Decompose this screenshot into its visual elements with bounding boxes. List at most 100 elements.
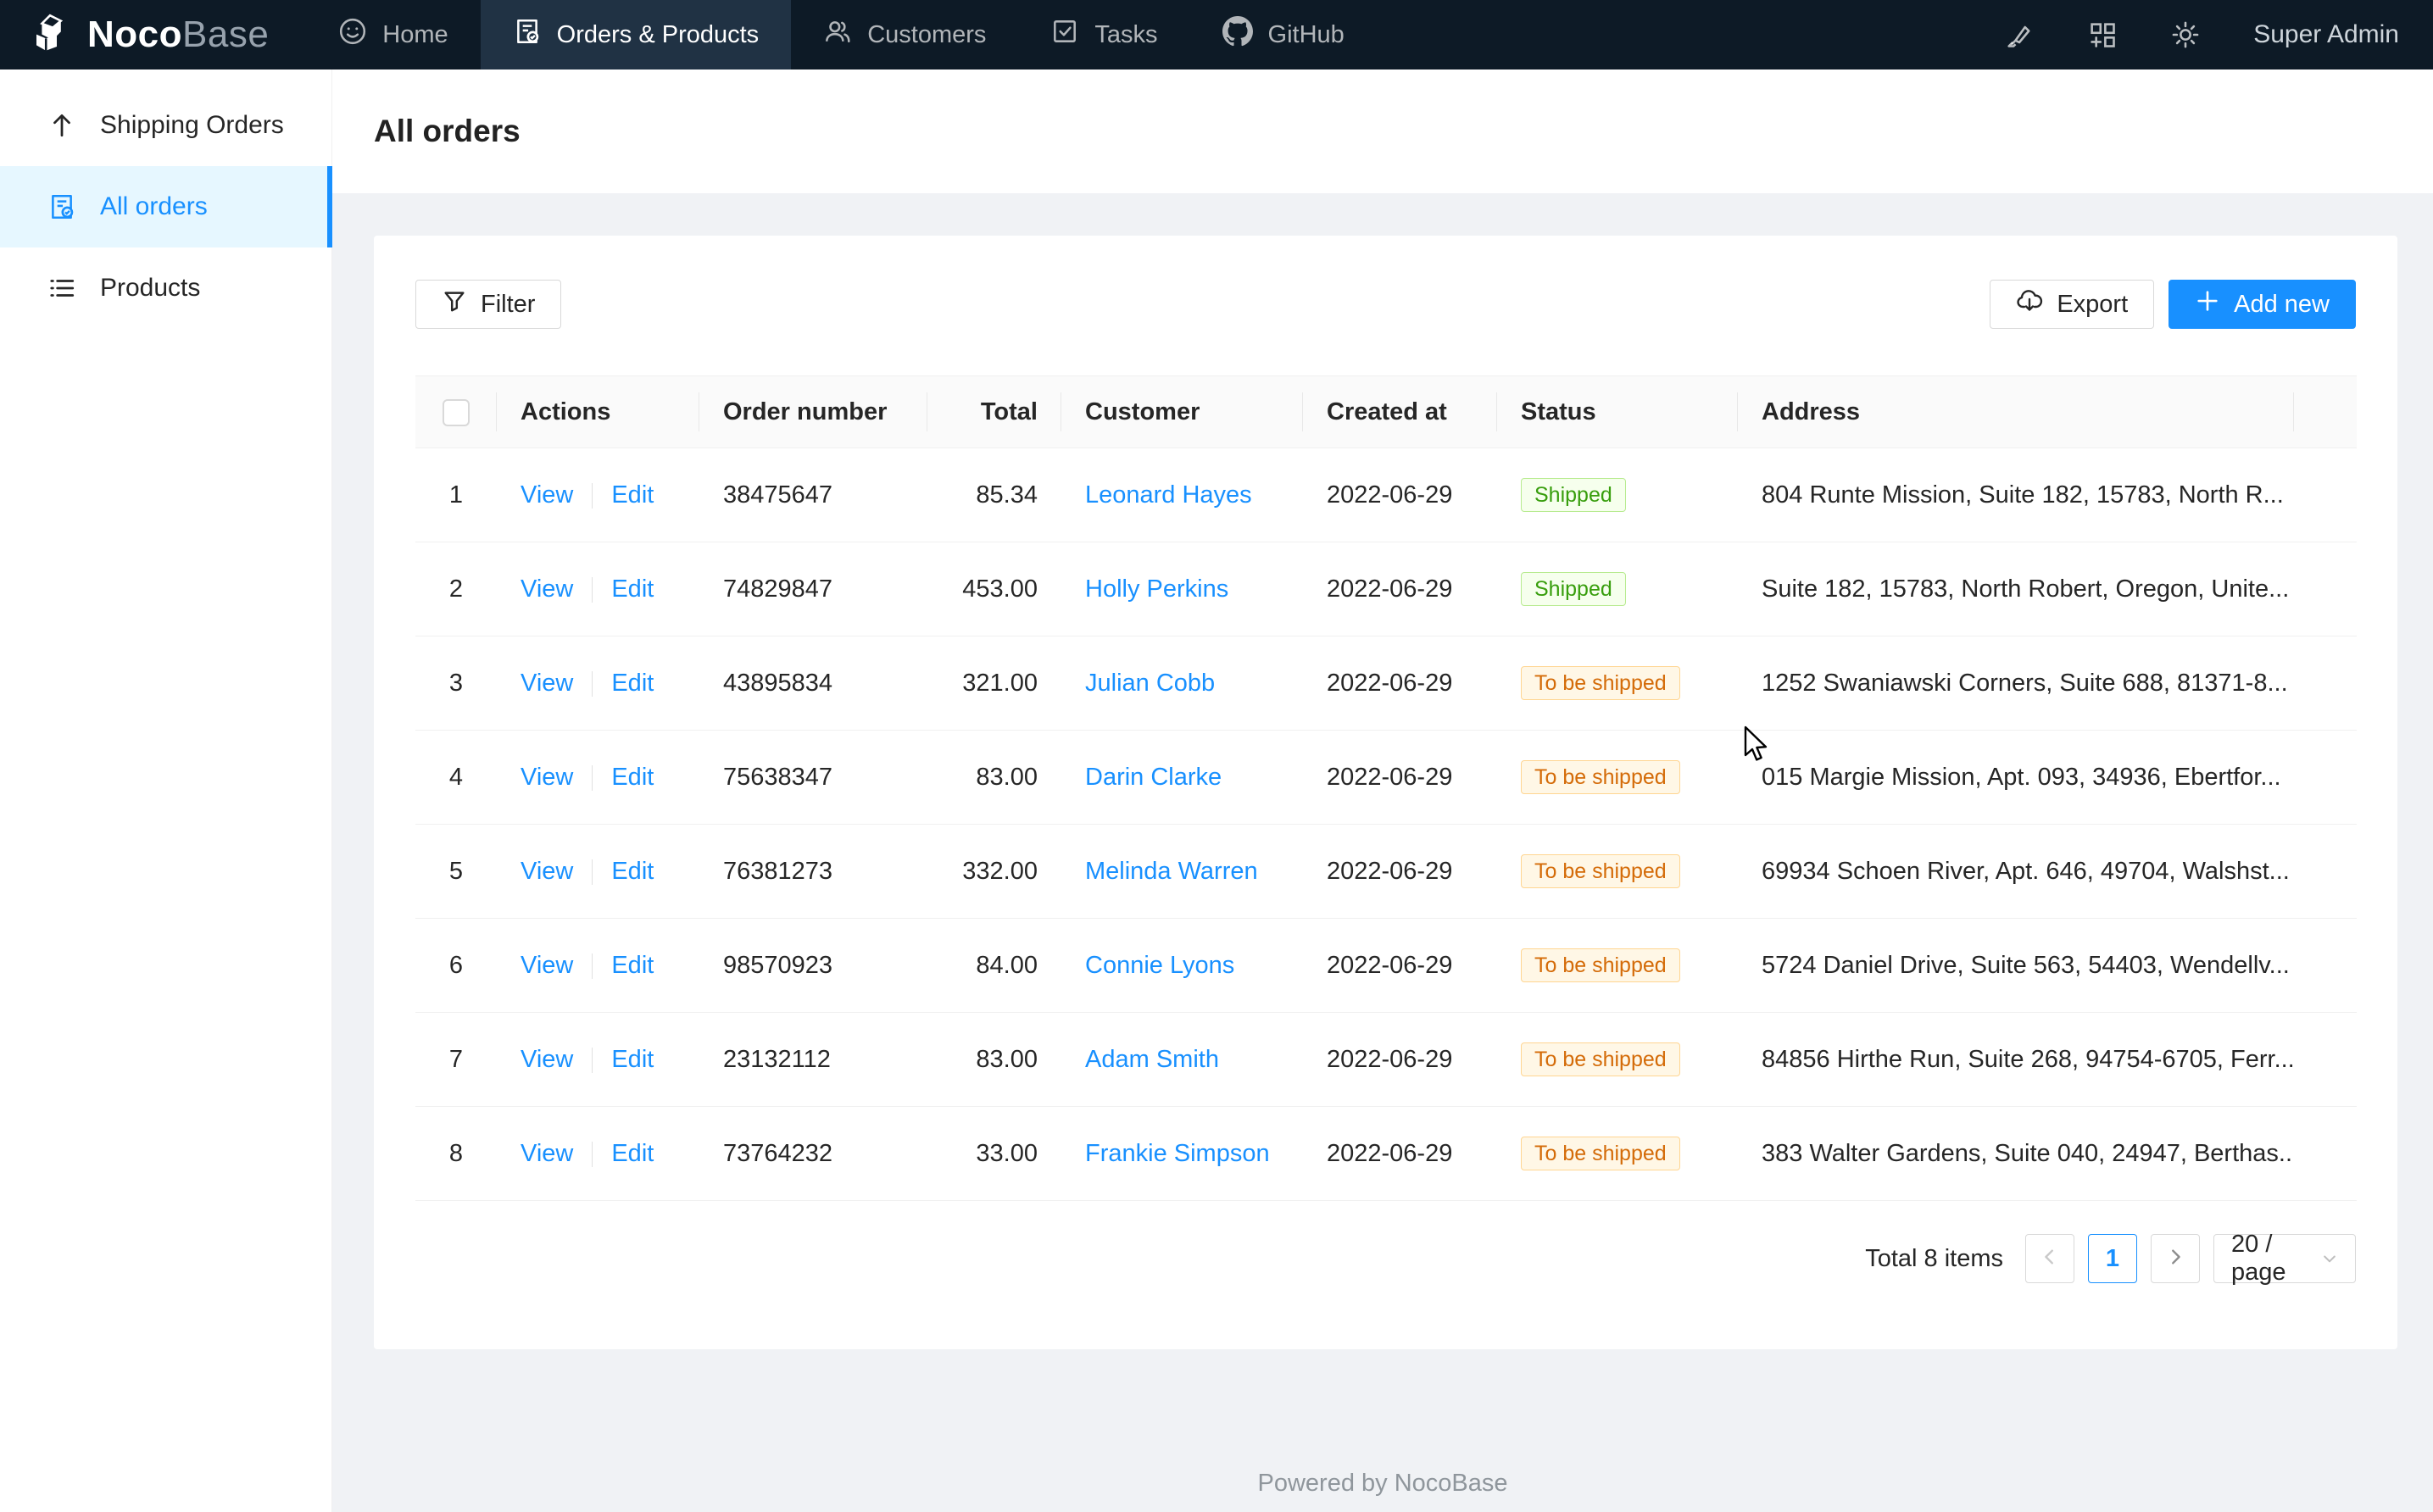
edit-link[interactable]: Edit <box>611 857 654 885</box>
customer-cell: Julian Cobb <box>1061 636 1303 731</box>
created-at-cell: 2022-06-29 <box>1303 730 1497 825</box>
table-row: 8 View Edit 73764232 33.00 Frankie Simpso… <box>415 1106 2357 1201</box>
add-new-button[interactable]: Add new <box>2169 280 2356 329</box>
customer-link[interactable]: Connie Lyons <box>1085 951 1235 979</box>
view-link[interactable]: View <box>521 857 574 885</box>
table-row: 2 View Edit 74829847 453.00 Holly Perkins… <box>415 542 2357 636</box>
created-at-cell: 2022-06-29 <box>1303 1012 1497 1107</box>
nav-item-home[interactable]: Home <box>306 0 480 69</box>
edit-link[interactable]: Edit <box>611 1045 654 1073</box>
customer-cell: Holly Perkins <box>1061 542 1303 636</box>
customer-link[interactable]: Julian Cobb <box>1085 669 1216 697</box>
row-index: 7 <box>415 1012 497 1107</box>
stub-cell <box>2294 636 2357 731</box>
smile-icon <box>338 17 367 53</box>
view-link[interactable]: View <box>521 481 574 509</box>
column-header-address: Address <box>1738 375 2294 448</box>
row-index: 2 <box>415 542 497 636</box>
row-actions: View Edit <box>497 730 699 825</box>
filter-funnel-icon <box>442 288 467 320</box>
status-cell: Shipped <box>1497 447 1738 542</box>
customer-cell: Leonard Hayes <box>1061 447 1303 542</box>
pagination-next-button[interactable] <box>2151 1234 2200 1283</box>
sidebar-item-shipping-orders[interactable]: Shipping Orders <box>0 85 331 166</box>
nav-item-github[interactable]: GitHub <box>1190 0 1377 69</box>
customer-link[interactable]: Holly Perkins <box>1085 575 1229 603</box>
order-number-cell: 98570923 <box>699 918 927 1013</box>
nav-item-orders-products[interactable]: Orders & Products <box>480 0 792 69</box>
row-index: 8 <box>415 1106 497 1201</box>
check-square-icon <box>1050 17 1079 53</box>
select-all-checkbox[interactable] <box>443 398 470 426</box>
customer-link[interactable]: Frankie Simpson <box>1085 1139 1270 1167</box>
team-icon <box>823 17 852 53</box>
view-link[interactable]: View <box>521 669 574 697</box>
sidebar: Shipping Orders All orders <box>0 69 332 1512</box>
status-cell: To be shipped <box>1497 824 1738 919</box>
nav-item-customers[interactable]: Customers <box>791 0 1018 69</box>
stub-cell <box>2294 730 2357 825</box>
stub-cell <box>2294 918 2357 1013</box>
filter-button[interactable]: Filter <box>415 280 562 329</box>
highlighter-icon[interactable] <box>2004 19 2035 50</box>
row-index: 3 <box>415 636 497 731</box>
appstore-add-icon[interactable] <box>2087 19 2118 50</box>
total-cell: 33.00 <box>927 1106 1061 1201</box>
status-tag: Shipped <box>1521 572 1626 606</box>
edit-link[interactable]: Edit <box>611 763 654 791</box>
total-cell: 453.00 <box>927 542 1061 636</box>
pagination-prev-button[interactable] <box>2025 1234 2074 1283</box>
edit-link[interactable]: Edit <box>611 481 654 509</box>
table-row: 4 View Edit 75638347 83.00 Darin Clarke 2… <box>415 730 2357 825</box>
table-toolbar: Filter Export <box>415 280 2356 329</box>
view-link[interactable]: View <box>521 1045 574 1073</box>
order-number-cell: 43895834 <box>699 636 927 731</box>
address-cell: 84856 Hirthe Run, Suite 268, 94754-6705,… <box>1738 1012 2294 1107</box>
edit-link[interactable]: Edit <box>611 1139 654 1167</box>
action-divider <box>592 482 593 509</box>
total-cell: 84.00 <box>927 918 1061 1013</box>
nav-item-label: Customers <box>867 20 987 48</box>
customer-link[interactable]: Adam Smith <box>1085 1045 1219 1073</box>
row-actions: View Edit <box>497 824 699 919</box>
table-header-row: Actions Order number Total Customer Crea… <box>415 375 2357 448</box>
page-size-select[interactable]: 20 / page <box>2213 1231 2356 1286</box>
add-new-button-label: Add new <box>2234 290 2330 318</box>
nav-item-tasks[interactable]: Tasks <box>1018 0 1189 69</box>
view-link[interactable]: View <box>521 763 574 791</box>
export-button[interactable]: Export <box>1990 280 2155 329</box>
sidebar-item-all-orders[interactable]: All orders <box>0 166 332 247</box>
table-row: 1 View Edit 38475647 85.34 Leonard Hayes … <box>415 447 2357 542</box>
pagination-page-1[interactable]: 1 <box>2088 1234 2137 1283</box>
edit-link[interactable]: Edit <box>611 951 654 979</box>
nocobase-logo[interactable]: NocoBase <box>0 0 306 69</box>
column-header-status: Status <box>1497 375 1738 448</box>
chevron-right-icon <box>2166 1245 2185 1273</box>
user-menu[interactable]: Super Admin <box>2253 20 2399 48</box>
edit-link[interactable]: Edit <box>611 575 654 603</box>
gear-icon[interactable] <box>2170 19 2201 50</box>
arrow-up-icon <box>47 111 76 140</box>
status-cell: To be shipped <box>1497 1106 1738 1201</box>
view-link[interactable]: View <box>521 575 574 603</box>
action-divider <box>592 670 593 697</box>
total-cell: 85.34 <box>927 447 1061 542</box>
sidebar-item-label: Products <box>100 274 201 302</box>
column-header-stub <box>2294 375 2357 448</box>
view-link[interactable]: View <box>521 951 574 979</box>
total-cell: 83.00 <box>927 1012 1061 1107</box>
customer-cell: Melinda Warren <box>1061 824 1303 919</box>
view-link[interactable]: View <box>521 1139 574 1167</box>
column-header-customer: Customer <box>1061 375 1303 448</box>
pagination: Total 8 items 1 20 / page <box>415 1231 2356 1286</box>
customer-link[interactable]: Melinda Warren <box>1085 857 1258 885</box>
edit-link[interactable]: Edit <box>611 669 654 697</box>
order-number-cell: 76381273 <box>699 824 927 919</box>
status-cell: To be shipped <box>1497 1012 1738 1107</box>
customer-link[interactable]: Leonard Hayes <box>1085 481 1252 509</box>
customer-link[interactable]: Darin Clarke <box>1085 763 1222 791</box>
sidebar-item-products[interactable]: Products <box>0 247 331 329</box>
nav-item-label: GitHub <box>1267 20 1345 48</box>
status-cell: To be shipped <box>1497 636 1738 731</box>
order-number-cell: 75638347 <box>699 730 927 825</box>
